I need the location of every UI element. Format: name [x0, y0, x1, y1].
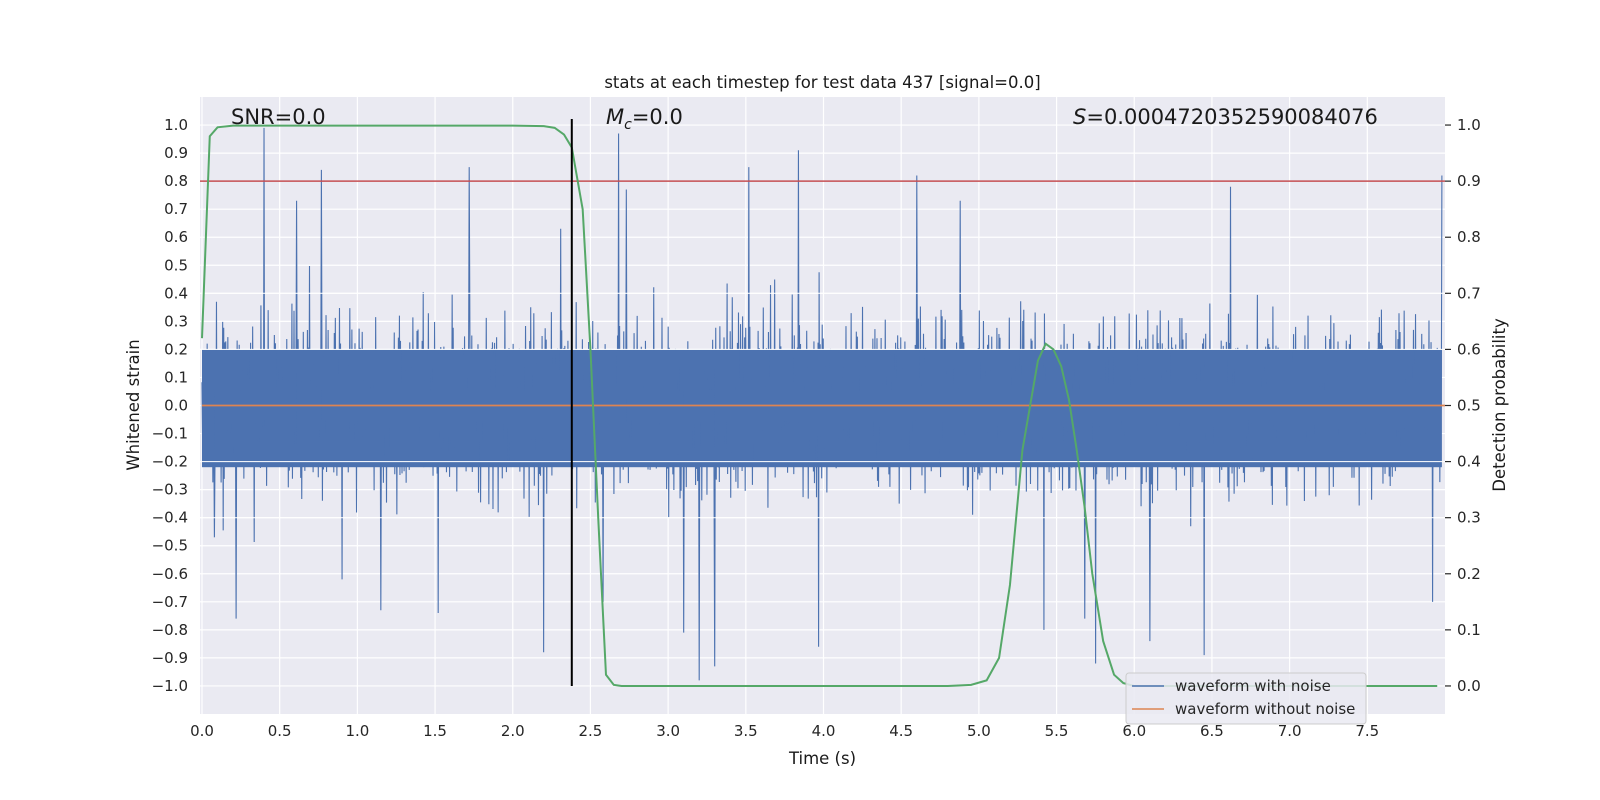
s-annotation: S=0.0004720352590084076: [1073, 105, 1378, 129]
y-tick-label: −0.3: [152, 481, 188, 499]
y-tick-label: −0.9: [152, 649, 188, 667]
y-tick-label: 0.2: [164, 340, 188, 358]
snr-annotation: SNR=0.0: [231, 105, 326, 129]
x-tick-label: 0.0: [190, 722, 214, 740]
y-right-tick-label: 0.8: [1457, 228, 1481, 246]
y-tick-label: −0.1: [152, 425, 188, 443]
y-axis-label: Whitened strain: [124, 339, 143, 470]
y-tick-label: 0.8: [164, 172, 188, 190]
y-right-tick-label: 0.1: [1457, 621, 1481, 639]
y-right-tick-label: 0.3: [1457, 509, 1481, 527]
y-axis-right-label: Detection probability: [1490, 318, 1509, 492]
legend: waveform with noise waveform without noi…: [1125, 672, 1367, 725]
y-tick-label: −0.4: [152, 509, 188, 527]
x-axis-label: Time (s): [788, 749, 856, 768]
y-right-tick-label: 1.0: [1457, 116, 1481, 134]
y-tick-label: 0.0: [164, 397, 188, 415]
y-right-tick-label: 0.5: [1457, 397, 1481, 415]
y-tick-label: −0.6: [152, 565, 188, 583]
y-tick-label: −0.5: [152, 537, 188, 555]
y-right-tick-label: 0.4: [1457, 453, 1481, 471]
x-tick-label: 2.5: [579, 722, 603, 740]
x-tick-label: 4.0: [812, 722, 836, 740]
legend-label-clean: waveform without noise: [1175, 700, 1355, 718]
y-axis-ticks: 1.0 0.9 0.8 0.7 0.6 0.5 0.4 0.3 0.2 0.1 0.0 −0.1 −0.…: [152, 116, 188, 695]
legend-label-noise: waveform with noise: [1175, 677, 1331, 695]
y-tick-label: −0.2: [152, 453, 188, 471]
x-tick-label: 6.0: [1122, 722, 1146, 740]
x-tick-label: 0.5: [268, 722, 292, 740]
chart-title: stats at each timestep for test data 437…: [604, 73, 1040, 92]
y-right-tick-label: 0.6: [1457, 340, 1481, 358]
x-tick-label: 3.0: [656, 722, 680, 740]
s-symbol: S: [1073, 105, 1086, 129]
x-tick-label: 3.5: [734, 722, 758, 740]
legend-box: [1125, 672, 1367, 725]
y-tick-label: 0.5: [164, 256, 188, 274]
x-tick-label: 4.5: [889, 722, 913, 740]
x-tick-label: 1.0: [345, 722, 369, 740]
y-tick-label: 0.7: [164, 200, 188, 218]
waveform-with-noise-line: [200, 127, 1445, 681]
x-tick-label: 5.5: [1045, 722, 1069, 740]
y-tick-label: 1.0: [164, 116, 188, 134]
x-tick-label: 1.5: [423, 722, 447, 740]
y-right-tick-label: 0.2: [1457, 565, 1481, 583]
chirp-mass-annotation: Mc=0.0: [606, 105, 683, 133]
x-axis-ticks: 0.0 0.5 1.0 1.5 2.0 2.5 3.0 3.5 4.0 4.5 5.0 5.5 6.0 6…: [190, 722, 1379, 740]
y-tick-label: 0.3: [164, 312, 188, 330]
y-tick-label: −1.0: [152, 677, 188, 695]
y-right-tick-label: 0.9: [1457, 172, 1481, 190]
y-tick-label: 0.4: [164, 284, 188, 302]
y-tick-label: −0.7: [152, 593, 188, 611]
s-value: =0.0004720352590084076: [1086, 105, 1378, 129]
x-tick-label: 7.0: [1278, 722, 1302, 740]
mc-symbol: M: [606, 105, 624, 129]
x-tick-label: 6.5: [1200, 722, 1224, 740]
y-right-tick-label: 0.7: [1457, 284, 1481, 302]
y-tick-label: 0.9: [164, 144, 188, 162]
mc-subscript: c: [624, 117, 632, 133]
y-right-tick-label: 0.0: [1457, 677, 1481, 695]
y-tick-label: 0.6: [164, 228, 188, 246]
x-tick-label: 7.5: [1355, 722, 1379, 740]
mc-value: =0.0: [632, 105, 683, 129]
x-tick-label: 2.0: [501, 722, 525, 740]
x-tick-label: 5.0: [967, 722, 991, 740]
y-tick-label: 0.1: [164, 368, 188, 386]
waveform-with-noise-path: [201, 127, 1443, 681]
detection-probability-path: [201, 124, 1438, 687]
y-axis-right-ticks: 1.0 0.9 0.8 0.7 0.6 0.5 0.4 0.3 0.2 0.1 0.0: [1445, 116, 1481, 695]
y-tick-label: −0.8: [152, 621, 188, 639]
detection-probability-line: [201, 124, 1438, 687]
